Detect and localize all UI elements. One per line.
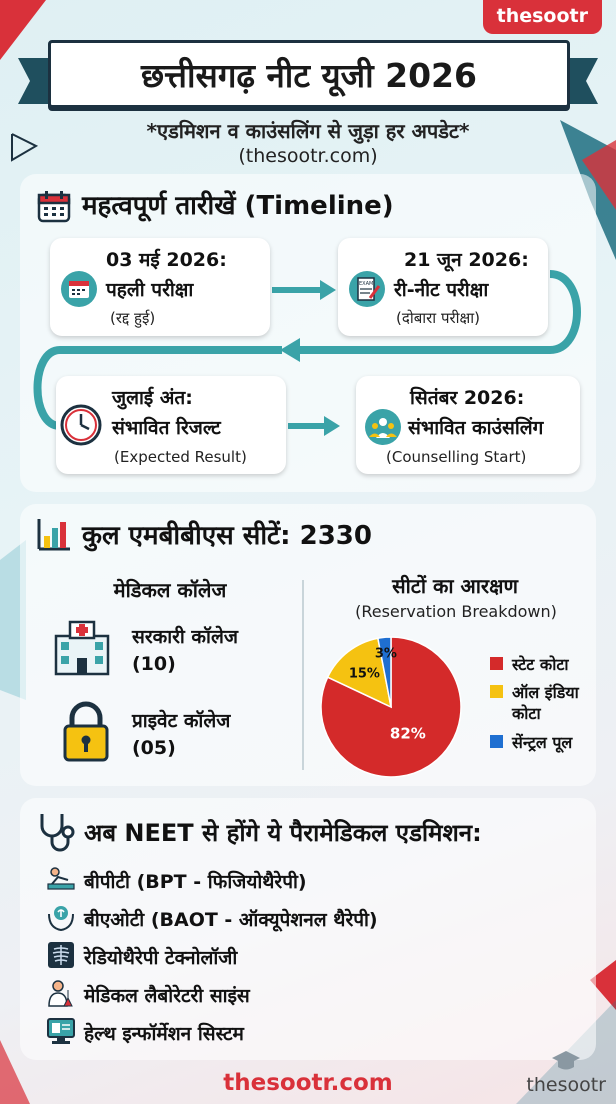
college-name: प्राइवेट कॉलेज <box>132 710 231 732</box>
list-item: हेल्थ इन्फॉर्मेशन सिस्टम <box>46 1018 244 1048</box>
padlock-icon <box>62 700 110 768</box>
timeline-card-result: जुलाई अंत: संभावित रिजल्ट (Expected Resu… <box>56 376 286 474</box>
list-item-label: बीएओटी (BAOT - ऑक्यूपेशनल थैरेपी) <box>84 909 378 931</box>
watermark: thesootr <box>526 1048 606 1096</box>
event-note: (Counselling Start) <box>386 448 527 466</box>
timeline-panel: महत्वपूर्ण तारीखें (Timeline) 03 मई 2026… <box>20 174 596 492</box>
calendar-icon <box>60 270 98 312</box>
stethoscope-icon <box>34 810 78 858</box>
legend-swatch <box>490 657 503 670</box>
list-item: रेडियोथैरेपी टेक्नोलॉजी <box>46 942 237 972</box>
page-subtitle: *एडमिशन व काउंसलिंग से जुड़ा हर अपडेट* <box>146 119 470 143</box>
legend-label: ऑल इंडिया <box>512 683 579 702</box>
column-divider <box>302 580 304 770</box>
list-item-label: रेडियोथैरेपी टेक्नोलॉजी <box>84 947 238 969</box>
event-note: (Expected Result) <box>114 448 247 466</box>
paramedical-title: अब NEET से होंगे ये पैरामेडिकल एडमिशन: <box>84 819 482 847</box>
legend-swatch <box>490 685 503 698</box>
svg-text:EXAM: EXAM <box>359 281 373 287</box>
hospital-icon <box>50 618 114 680</box>
pie-slice-label: 3% <box>375 647 397 662</box>
event-date: सितंबर 2026: <box>410 387 525 409</box>
counselling-group-icon <box>364 408 402 450</box>
footer-site: thesootr.com <box>223 1070 393 1096</box>
list-item-label: बीपीटी (BPT - फिजियोथैरेपी) <box>84 871 307 893</box>
pie-slice <box>326 637 393 709</box>
event-note: (दोबारा परीक्षा) <box>396 309 480 327</box>
list-item: मेडिकल लैबोरेटरी साइंस <box>46 980 250 1010</box>
legend-item: ऑल इंडिया कोटा <box>490 682 579 724</box>
legend-label-cont: कोटा <box>512 704 541 723</box>
pie-slice-label: 15% <box>349 667 380 682</box>
list-item-label: हेल्थ इन्फॉर्मेशन सिस्टम <box>84 1023 244 1045</box>
page-title: छत्तीसगढ़ नीट यूजी 2026 <box>48 40 570 108</box>
bar-chart-icon <box>36 516 72 556</box>
seats-title: कुल एमबीबीएस सीटें: 2330 <box>82 521 372 551</box>
event-date: 03 मई 2026: <box>106 249 227 271</box>
xray-icon <box>46 940 76 974</box>
legend-label: सेंन्ट्रल पूल <box>512 733 573 752</box>
clock-icon <box>60 404 102 450</box>
seats-panel: कुल एमबीबीएस सीटें: 2330 मेडिकल कॉलेज सर… <box>20 504 596 786</box>
hands-care-icon <box>46 902 76 936</box>
legend-item: स्टेट कोटा <box>490 654 569 675</box>
college-government: सरकारी कॉलेज (10) <box>132 624 238 678</box>
reservation-subheading: (Reservation Breakdown) <box>355 602 557 621</box>
colleges-heading: मेडिकल कॉलेज <box>113 578 227 602</box>
lab-scientist-icon <box>46 978 76 1012</box>
timeline-title: महत्वपूर्ण तारीखें (Timeline) <box>82 191 394 221</box>
timeline-card-counselling: सितंबर 2026: संभावित काउंसलिंग (Counsell… <box>356 376 580 474</box>
event-label: संभावित काउंसलिंग <box>408 417 544 439</box>
paramedical-panel <box>20 798 596 1060</box>
event-date: 21 जून 2026: <box>404 249 529 271</box>
reservation-pie-chart: 82% 15% 3% <box>320 636 462 778</box>
brand-tag: thesootr <box>482 0 602 34</box>
watermark-text: thesootr <box>526 1074 606 1096</box>
list-item: बीपीटी (BPT - फिजियोथैरेपी) <box>46 866 307 896</box>
pie-slice <box>377 636 392 708</box>
event-label: री-नीट परीक्षा <box>394 279 489 301</box>
event-label: पहली परीक्षा <box>106 279 194 301</box>
college-private: प्राइवेट कॉलेज (05) <box>132 708 230 762</box>
college-count: (10) <box>132 653 176 675</box>
list-item: बीएओटी (BAOT - ऑक्यूपेशनल थैरेपी) <box>46 904 378 934</box>
legend-label: स्टेट कोटा <box>512 655 569 674</box>
exam-paper-icon: EXAM <box>348 270 386 312</box>
list-item-label: मेडिकल लैबोरेटरी साइंस <box>84 985 250 1007</box>
title-banner: छत्तीसगढ़ नीट यूजी 2026 <box>18 36 598 110</box>
event-date: जुलाई अंत: <box>112 387 193 409</box>
page-site: (thesootr.com) <box>238 145 378 167</box>
college-name: सरकारी कॉलेज <box>132 626 238 648</box>
event-label: संभावित रिजल्ट <box>112 417 221 439</box>
timeline-card-re-exam: EXAM 21 जून 2026: री-नीट परीक्षा (दोबारा… <box>338 238 548 336</box>
college-count: (05) <box>132 737 176 759</box>
legend-swatch <box>490 735 503 748</box>
pie-slice-label: 82% <box>390 725 426 743</box>
reservation-heading: सीटों का आरक्षण <box>392 574 518 598</box>
calendar-icon <box>36 188 72 228</box>
physiotherapy-icon <box>46 864 76 898</box>
timeline-connectors <box>33 270 581 436</box>
computer-icon <box>46 1016 76 1050</box>
graduation-cap-icon <box>552 1051 581 1070</box>
timeline-card-first-exam: 03 मई 2026: पहली परीक्षा (रद्द हुई) <box>50 238 270 336</box>
legend-item: सेंन्ट्रल पूल <box>490 732 572 753</box>
event-note: (रद्द हुई) <box>110 309 156 327</box>
